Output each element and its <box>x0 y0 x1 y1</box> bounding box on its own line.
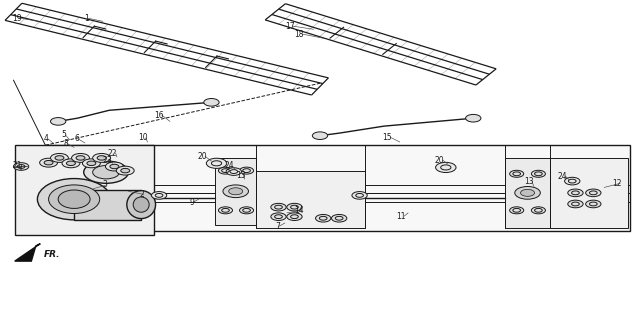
Circle shape <box>226 168 241 175</box>
Circle shape <box>206 158 227 168</box>
Circle shape <box>97 156 106 160</box>
Circle shape <box>51 153 68 162</box>
Polygon shape <box>505 158 550 228</box>
Circle shape <box>13 163 29 170</box>
Text: 7: 7 <box>275 222 280 231</box>
Text: 10: 10 <box>138 133 148 142</box>
Text: 13: 13 <box>236 171 245 180</box>
Text: 1: 1 <box>84 14 88 23</box>
Circle shape <box>44 160 53 165</box>
Circle shape <box>436 162 456 173</box>
Polygon shape <box>15 244 40 261</box>
Circle shape <box>509 170 524 177</box>
Circle shape <box>239 207 253 214</box>
Text: 24: 24 <box>557 172 567 181</box>
Text: 4: 4 <box>44 134 49 143</box>
Text: 24: 24 <box>224 161 234 170</box>
Circle shape <box>51 118 66 125</box>
Text: 17: 17 <box>285 22 294 31</box>
Text: 23: 23 <box>103 156 113 165</box>
Polygon shape <box>45 145 630 231</box>
Circle shape <box>564 177 580 185</box>
Text: 18: 18 <box>294 30 304 39</box>
Ellipse shape <box>520 189 534 196</box>
Bar <box>74 190 141 220</box>
Ellipse shape <box>223 185 248 197</box>
Ellipse shape <box>84 161 129 183</box>
Circle shape <box>312 132 328 139</box>
Circle shape <box>121 168 130 173</box>
Circle shape <box>568 200 583 208</box>
Circle shape <box>287 203 302 211</box>
Circle shape <box>87 161 96 166</box>
Circle shape <box>152 192 167 199</box>
Circle shape <box>271 213 286 220</box>
Circle shape <box>76 156 85 160</box>
Ellipse shape <box>93 166 120 179</box>
Circle shape <box>55 156 64 160</box>
Text: 11: 11 <box>397 211 406 220</box>
Circle shape <box>83 159 100 168</box>
Circle shape <box>568 189 583 197</box>
Ellipse shape <box>133 197 149 212</box>
Circle shape <box>106 162 124 171</box>
Circle shape <box>67 161 76 166</box>
Text: 21: 21 <box>12 161 22 170</box>
Circle shape <box>116 166 134 175</box>
Polygon shape <box>550 158 628 228</box>
Circle shape <box>531 207 545 214</box>
Text: 20: 20 <box>435 156 445 165</box>
Ellipse shape <box>515 187 540 199</box>
Text: 15: 15 <box>383 133 392 142</box>
Text: 13: 13 <box>524 177 534 186</box>
Circle shape <box>204 99 219 106</box>
Circle shape <box>586 200 601 208</box>
Circle shape <box>218 207 232 214</box>
Text: 16: 16 <box>154 111 164 120</box>
Circle shape <box>218 167 232 174</box>
Text: 14: 14 <box>294 206 304 215</box>
Text: 6: 6 <box>74 134 79 143</box>
Polygon shape <box>15 145 154 235</box>
Text: 22: 22 <box>108 149 118 158</box>
Ellipse shape <box>37 179 111 220</box>
Text: 2: 2 <box>140 190 145 199</box>
Ellipse shape <box>58 190 90 208</box>
Text: FR.: FR. <box>44 250 61 259</box>
Polygon shape <box>256 171 365 228</box>
Text: 19: 19 <box>12 14 22 23</box>
Circle shape <box>332 214 347 222</box>
Circle shape <box>287 213 302 220</box>
Circle shape <box>466 115 481 122</box>
Polygon shape <box>214 158 256 225</box>
Circle shape <box>62 159 80 168</box>
Text: 12: 12 <box>612 179 622 188</box>
Text: 20: 20 <box>197 152 207 161</box>
Ellipse shape <box>49 185 100 213</box>
Circle shape <box>40 158 58 167</box>
Circle shape <box>239 167 253 174</box>
Ellipse shape <box>127 191 156 219</box>
Text: 3: 3 <box>103 181 108 189</box>
Circle shape <box>110 164 119 169</box>
Text: 5: 5 <box>61 130 66 139</box>
Circle shape <box>352 192 367 199</box>
Circle shape <box>586 189 601 197</box>
Circle shape <box>509 207 524 214</box>
Text: 8: 8 <box>63 139 68 148</box>
Circle shape <box>271 203 286 211</box>
Circle shape <box>72 153 90 162</box>
Circle shape <box>531 170 545 177</box>
Ellipse shape <box>228 188 243 195</box>
Circle shape <box>93 153 111 162</box>
Circle shape <box>316 214 331 222</box>
Text: 9: 9 <box>189 198 194 207</box>
